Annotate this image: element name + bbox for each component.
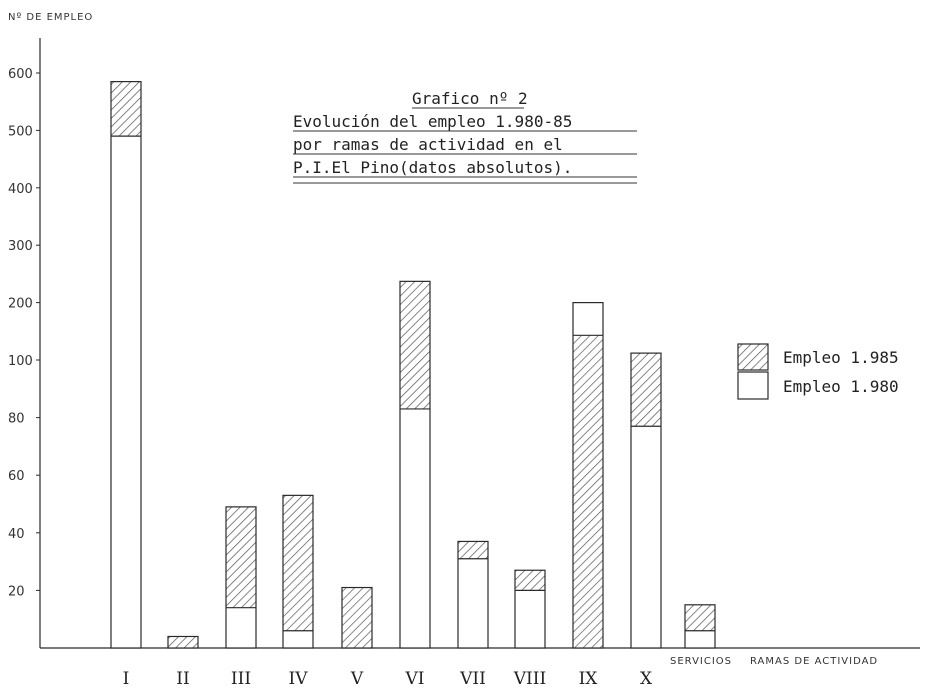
bar-1985-x bbox=[631, 353, 661, 427]
bar-1985-vi bbox=[400, 281, 430, 409]
x-tick-label-servicios: SERVICIOS bbox=[670, 656, 732, 667]
y-ticks: 600 500 400 300 200 100 80 60 40 20 bbox=[8, 67, 40, 599]
x-tick-label-iii: III bbox=[231, 669, 251, 689]
bar-1985-ii bbox=[168, 636, 198, 648]
bar-1980-viii bbox=[515, 590, 545, 648]
y-tick-label: 100 bbox=[8, 354, 33, 369]
x-tick-label-x: X bbox=[640, 669, 653, 689]
bar-outline-ii bbox=[167, 635, 199, 649]
y-tick-label: 500 bbox=[8, 124, 33, 139]
bar-outline-iii bbox=[225, 506, 257, 649]
x-axis-label: RAMAS DE ACTIVIDAD bbox=[750, 656, 878, 667]
y-axis-label: Nº DE EMPLEO bbox=[8, 12, 93, 23]
x-tick-label-vii: VII bbox=[459, 669, 486, 689]
bar-1985-ix bbox=[573, 335, 603, 648]
x-tick-label-iv: IV bbox=[289, 669, 309, 689]
x-tick-label-ii: II bbox=[176, 669, 189, 689]
title-line-2: Evolución del empleo 1.980-85 bbox=[293, 112, 572, 131]
x-tick-label-vi: VI bbox=[405, 669, 425, 689]
bar-outline-i bbox=[110, 81, 142, 649]
bar-1980-x bbox=[631, 426, 661, 648]
bar-outline-x bbox=[630, 352, 662, 649]
bar-outline-vii bbox=[457, 540, 489, 649]
bar-1980-iv bbox=[283, 630, 313, 648]
bar-1985-viii bbox=[515, 570, 545, 591]
y-tick-label: 20 bbox=[8, 584, 25, 599]
bar-outline-iv bbox=[282, 494, 314, 649]
title-line-1: Grafico nº 2 bbox=[412, 89, 528, 108]
legend: Empleo 1.985 Empleo 1.980 bbox=[737, 343, 899, 400]
bar-1985-vii bbox=[458, 541, 488, 559]
bar-outline-v bbox=[341, 586, 373, 649]
legend-swatch-1985 bbox=[737, 343, 769, 371]
y-tick-label: 60 bbox=[8, 469, 25, 484]
bar-1985-iii bbox=[226, 506, 256, 608]
bar-1980-vi bbox=[400, 408, 430, 648]
legend-swatch-1980 bbox=[737, 371, 769, 400]
chart-title: Grafico nº 2 Evolución del empleo 1.980-… bbox=[293, 89, 637, 184]
bar-outline-ix bbox=[572, 302, 604, 649]
y-tick-label: 400 bbox=[8, 182, 33, 197]
x-tick-label-v: V bbox=[350, 669, 364, 689]
bars bbox=[110, 81, 716, 649]
x-tick-label-ix: IX bbox=[579, 669, 599, 689]
bar-1985-v bbox=[342, 587, 372, 648]
title-line-4: P.I.El Pino(datos absolutos). bbox=[293, 158, 572, 177]
y-tick-label: 40 bbox=[8, 527, 25, 542]
bar-outline-servicios bbox=[684, 604, 716, 649]
bar-1980-servicios bbox=[685, 630, 715, 648]
bar-outline-viii bbox=[514, 569, 546, 649]
y-tick-label: 80 bbox=[8, 412, 25, 427]
legend-label-1985: Empleo 1.985 bbox=[783, 348, 899, 367]
bar-1985-iv bbox=[283, 495, 313, 631]
legend-label-1980: Empleo 1.980 bbox=[783, 377, 899, 396]
bar-1985-servicios bbox=[685, 604, 715, 631]
title-line-3: por ramas de actividad en el bbox=[293, 135, 563, 154]
bar-1980-iii bbox=[226, 607, 256, 648]
bar-outline-vi bbox=[399, 280, 431, 649]
y-tick-label: 200 bbox=[8, 297, 33, 312]
bar-1980-i bbox=[111, 136, 141, 648]
y-tick-label: 300 bbox=[8, 239, 33, 254]
y-tick-label: 600 bbox=[8, 67, 33, 82]
bar-1980-vii bbox=[458, 558, 488, 648]
x-tick-label-viii: VIII bbox=[513, 669, 546, 689]
bar-1985-i bbox=[111, 81, 141, 137]
x-tick-label-i: I bbox=[123, 669, 130, 689]
